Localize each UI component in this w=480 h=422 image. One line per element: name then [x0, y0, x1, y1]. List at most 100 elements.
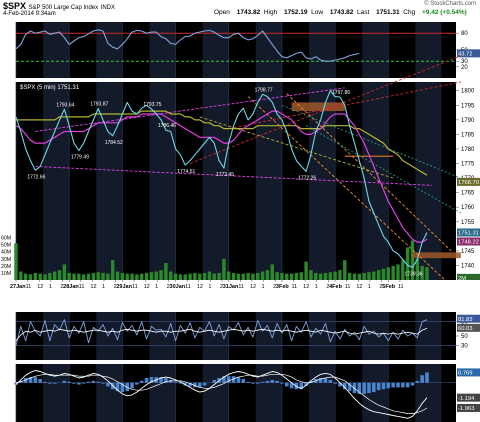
night-band: [96, 22, 123, 78]
price-annotation: 1779.49: [71, 154, 89, 160]
x-axis-band: [0, 280, 480, 292]
x-tick-label: 1: [102, 284, 105, 290]
volume-bar: [304, 261, 308, 280]
volume-bar: [159, 270, 163, 280]
volume-bar: [256, 272, 260, 280]
symbol: $SPX: [3, 1, 27, 11]
volume-bar: [352, 273, 357, 280]
night-band: [415, 312, 442, 360]
macd-value-label-box: [457, 403, 480, 412]
macd-histogram-bar: [188, 382, 192, 387]
night-band: [362, 22, 389, 78]
volume-bar: [183, 274, 187, 280]
volume-bar: [251, 273, 255, 280]
volume-bar: [425, 267, 429, 280]
macd-histogram-bar: [280, 382, 284, 384]
volume-bar: [135, 274, 139, 280]
volume-bar: [178, 274, 183, 280]
price-annotation: 1793.87: [90, 102, 108, 108]
resistance-zone: [412, 252, 461, 259]
volume-bar: [52, 271, 57, 280]
price-tick-label: 1755: [461, 220, 475, 226]
trendline-orange: [286, 93, 452, 252]
macd-histogram-bar: [202, 382, 207, 386]
macd-histogram-bar: [52, 382, 57, 384]
x-tick-label: 11: [79, 284, 85, 290]
price-value-label: 1748.22: [458, 240, 479, 246]
macd-histogram-bar: [255, 382, 260, 384]
macd-histogram-bar: [212, 379, 217, 383]
volume-bar: [72, 273, 76, 280]
night-band: [255, 312, 282, 360]
ohlc-readout: Open 1743.82 High 1752.19 Low 1743.82 La…: [214, 9, 467, 16]
x-tick-label: 2: [326, 284, 329, 290]
macd-histogram-bar: [159, 377, 163, 383]
price-tick-label: 1800: [461, 89, 475, 95]
x-tick-label: 12: [90, 284, 96, 290]
x-tick-label: 27Jan: [10, 284, 26, 290]
macd-histogram-bar: [139, 380, 144, 383]
volume-bar: [376, 270, 381, 280]
x-tick-label: 2: [167, 284, 170, 290]
macd-histogram-bar: [48, 382, 52, 384]
macd-value-label-box: [457, 368, 480, 377]
night-band: [43, 22, 70, 78]
macd-histogram-bar: [130, 382, 134, 389]
macd-histogram-bar: [149, 377, 154, 383]
price-panel-title: $SPX (5 min) 1751.31: [20, 85, 80, 91]
x-tick-label: 12: [37, 284, 43, 290]
stoch-tick-label: 50: [461, 334, 468, 340]
volume-bar: [260, 271, 265, 280]
macd-line: [15, 370, 428, 419]
price-tick-label: 1795: [461, 103, 475, 109]
volume-bar: [77, 273, 81, 280]
volume-bar: [420, 265, 424, 280]
macd-histogram-bar: [415, 380, 420, 383]
volume-bar: [111, 260, 115, 280]
rsi-series-line: [15, 29, 360, 62]
volume-tick-label: 60M: [1, 236, 11, 242]
price-tick-label: 1780: [461, 147, 475, 153]
macd-histogram-bar: [28, 377, 33, 383]
price-annotation: 1739.36: [404, 271, 422, 277]
price-series-line: [15, 90, 428, 268]
rsi-value-label-box: [457, 49, 480, 58]
stoch-value-label: 60.03: [458, 326, 473, 332]
macd-histogram-bar: [67, 381, 71, 383]
x-tick-label: 1: [315, 284, 318, 290]
volume-bar: [328, 272, 332, 280]
open-value: 1743.82: [236, 9, 261, 16]
macd-value-label: -1.963: [458, 406, 474, 412]
macd-histogram-bar: [265, 380, 270, 383]
volume-bar: [280, 272, 284, 280]
x-tick-label: 11: [238, 284, 244, 290]
volume-bar: [115, 271, 120, 280]
price-tick-label: 1775: [461, 162, 475, 168]
chg-value: +9.42 (+0.54%): [422, 9, 467, 16]
macd-histogram-bar: [106, 382, 110, 387]
volume-bar: [338, 270, 342, 280]
volume-bar: [67, 272, 71, 280]
macd-histogram-bar: [62, 380, 67, 383]
night-band: [202, 312, 229, 360]
volume-bar: [120, 272, 125, 280]
chart-header: $SPX S&P 500 Large Cap Index INDX 4-Feb-…: [0, 0, 480, 22]
volume-bar: [86, 273, 91, 280]
x-tick-label: 2: [380, 284, 383, 290]
exchange: INDX: [100, 5, 115, 11]
volume-bar: [38, 273, 42, 280]
volume-bar: [343, 260, 347, 280]
macd-histogram-bar: [125, 382, 130, 392]
moving-average-slow: [16, 110, 428, 176]
macd-histogram-bar: [333, 382, 337, 384]
volume-tick-label: 50M: [1, 243, 11, 249]
price-value-label: 1751.31: [458, 231, 479, 237]
x-tick-label: 29Jan: [116, 284, 132, 290]
volume-bar: [202, 272, 207, 280]
volume-bar: [164, 263, 168, 280]
x-tick-label: 2: [60, 284, 63, 290]
price-value-label: 1768.70: [458, 180, 479, 186]
macd-value-label: 0.769: [458, 371, 473, 377]
volume-tick-label: 30M: [1, 257, 11, 263]
